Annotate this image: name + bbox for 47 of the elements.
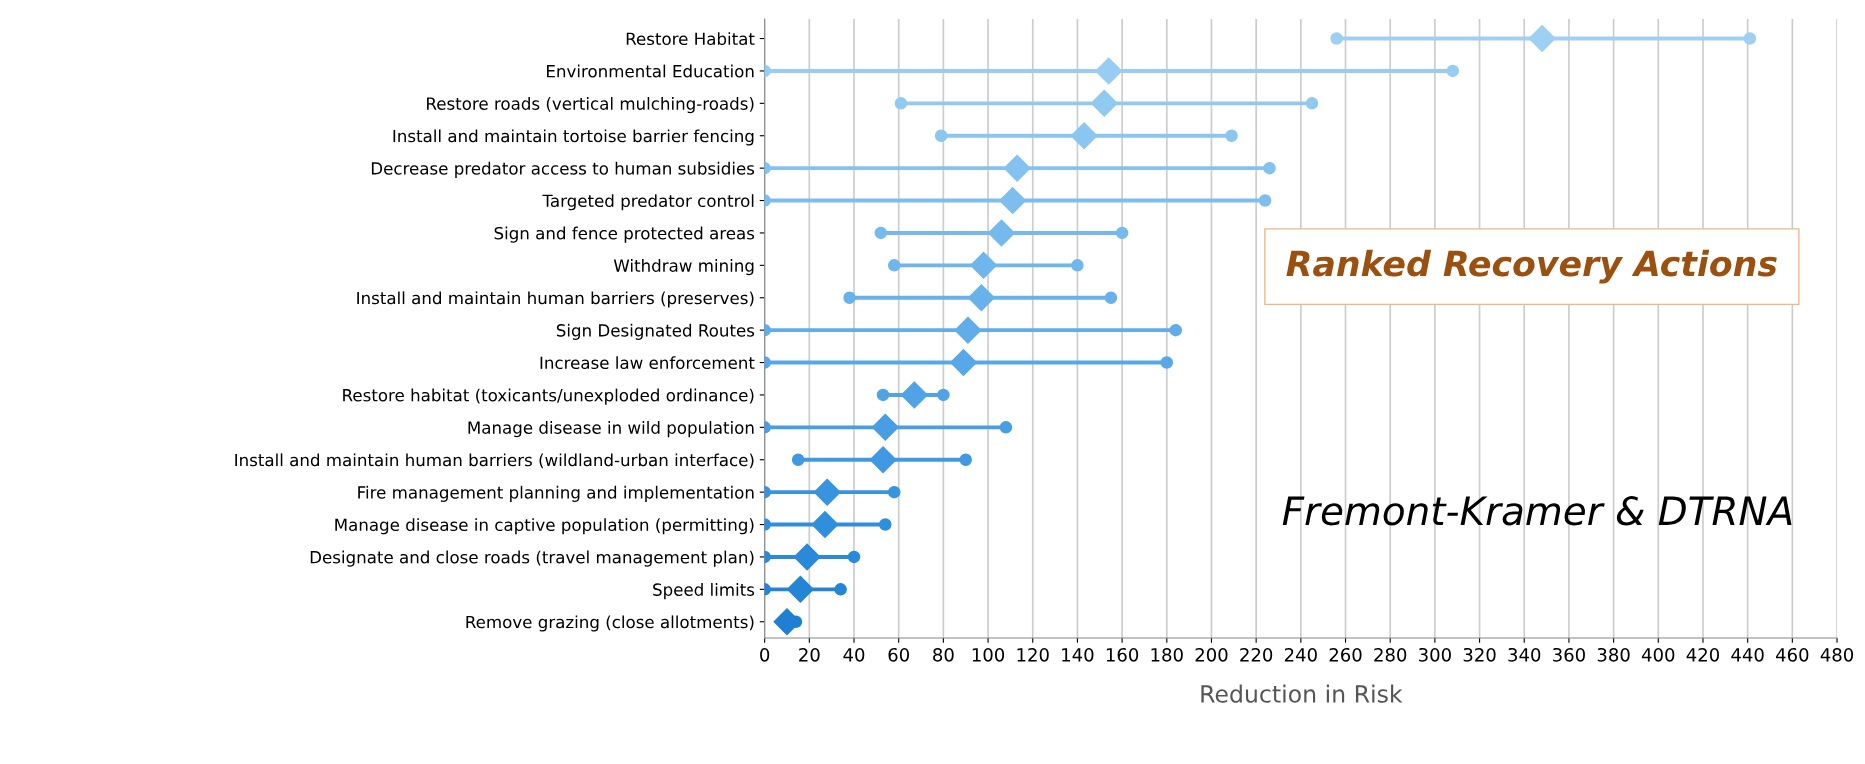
y-tick-label: Withdraw mining [613, 259, 754, 276]
x-tick-label: 260 [1329, 647, 1362, 662]
x-tick-label: 400 [1641, 647, 1675, 662]
y-tick-label: Install and maintain human barriers (preserves) [357, 291, 754, 308]
x-tick-label: 100 [972, 647, 1005, 662]
annotation: Fremont-Kramer & DTRNA [1282, 496, 1792, 526]
y-tick-label: Restore Habitat [626, 32, 755, 46]
x-tick-label: 160 [1106, 647, 1139, 662]
x-tick-label: 420 [1686, 647, 1720, 662]
y-tick-label: Fire management planning and implementation [358, 485, 754, 502]
y-tick-label: Decrease predator access to human subsidies [371, 161, 755, 178]
y-tick-label: Sign Designated Routes [556, 323, 755, 340]
y-tick-label: Restore habitat (toxicants/unexploded ordinance) [343, 388, 754, 405]
y-tick-label: Restore roads (vertical mulching-roads) [427, 97, 754, 114]
x-tick-label: 200 [1195, 647, 1228, 662]
x-tick-label: 340 [1508, 647, 1541, 662]
x-axis-title: Reduction in Risk [1201, 684, 1403, 703]
y-tick-label: Targeted predator control [542, 194, 754, 211]
y-tick-label: Increase law enforcement [540, 356, 755, 370]
y-tick-label: Sign and fence protected areas [494, 226, 755, 243]
x-tick-label: 80 [933, 647, 954, 662]
y-tick-label: Manage disease in wild population [468, 421, 754, 438]
y-tick-label: Install and maintain tortoise barrier fencing [393, 129, 754, 146]
x-tick-label: 460 [1775, 647, 1809, 662]
x-tick-label: 360 [1553, 647, 1585, 662]
x-tick-label: 280 [1374, 647, 1407, 662]
x-tick-label: 380 [1597, 647, 1630, 662]
y-tick-label: Speed limits [653, 583, 755, 600]
x-tick-label: 300 [1419, 647, 1451, 662]
x-tick-label: 60 [888, 647, 909, 662]
x-tick-label: 240 [1284, 647, 1317, 662]
x-tick-label: 20 [799, 647, 820, 662]
x-tick-label: 0 [760, 647, 770, 662]
x-tick-label: 180 [1151, 647, 1183, 662]
y-tick-label: Install and maintain human barriers (wildland-urban interface) [235, 453, 754, 469]
x-tick-label: 220 [1240, 647, 1273, 662]
y-tick-label: Environmental Education [547, 64, 754, 78]
x-tick-label: 480 [1820, 647, 1854, 662]
x-tick-label: 40 [843, 647, 865, 662]
y-tick-label: Designate and close roads (travel management plan) [310, 550, 754, 567]
y-tick-label: Manage disease in captive population (permitting) [335, 518, 754, 535]
text: Ranked Recovery Actions [1286, 249, 1777, 284]
x-tick-label: 440 [1731, 647, 1764, 662]
y-tick-label: Remove grazing (close allotments) [466, 615, 754, 632]
x-tick-label: 120 [1017, 647, 1049, 662]
x-tick-label: 320 [1463, 647, 1496, 662]
x-tick-label: 140 [1062, 647, 1094, 662]
